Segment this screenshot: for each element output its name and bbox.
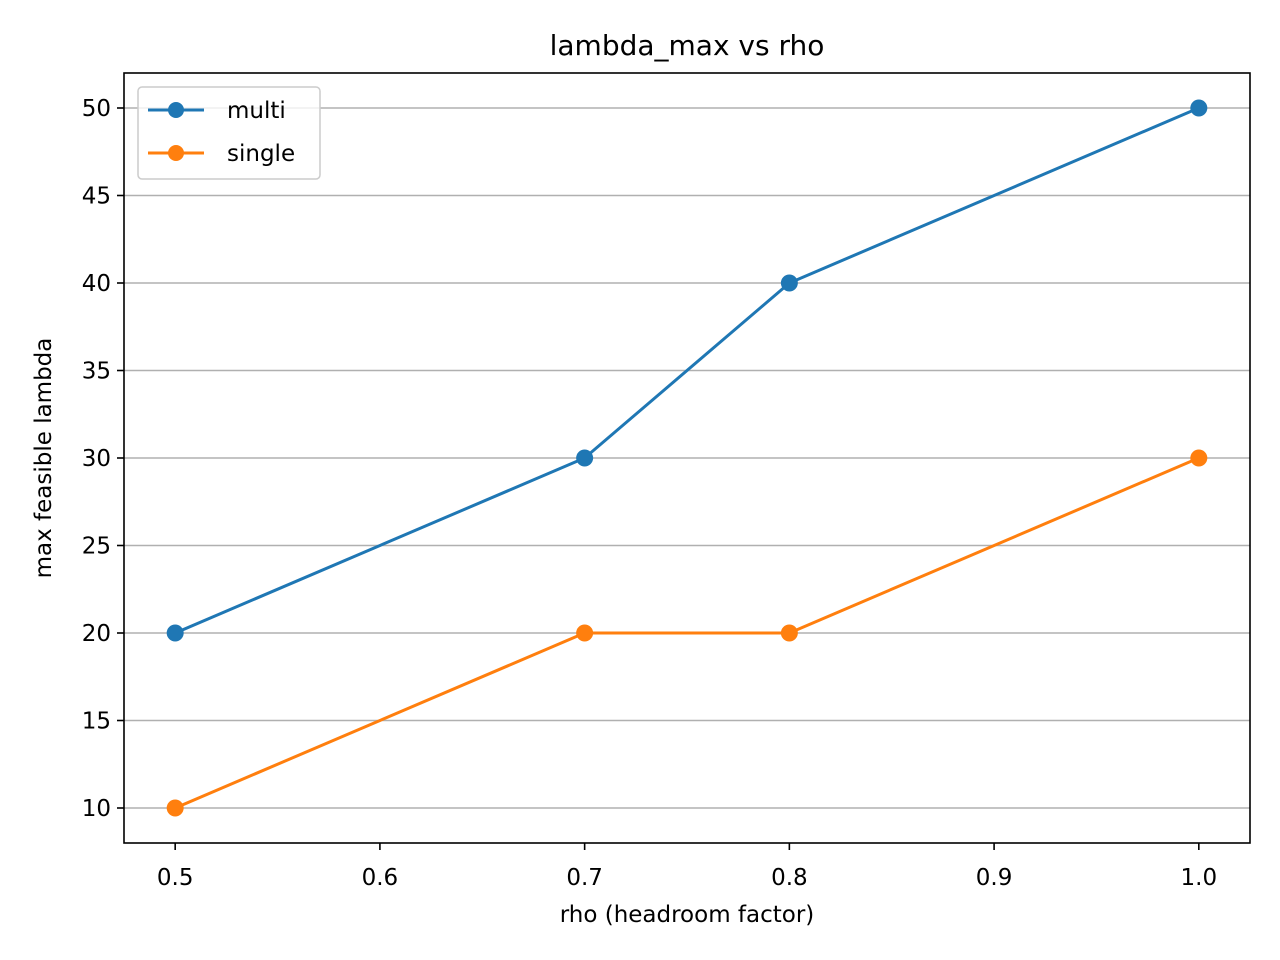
data-point-single [1190,449,1208,467]
data-point-single [576,624,594,642]
legend-label-single: single [227,141,295,167]
series-line-single [173,456,1201,810]
y-tick-label: 40 [82,271,111,297]
x-tick-label: 0.9 [976,865,1013,891]
data-point-multi [780,274,798,292]
y-tick-label: 20 [82,621,111,647]
y-tick-label: 35 [82,359,111,385]
series-line-multi [173,106,1201,635]
x-tick-label: 1.0 [1181,865,1218,891]
x-axis-label: rho (headroom factor) [560,902,815,928]
data-series [166,99,1208,817]
x-tick-label: 0.6 [362,865,399,891]
y-axis-label: max feasible lambda [31,338,57,579]
data-point-multi [576,449,594,467]
y-tick-label: 10 [82,796,111,822]
chart-title: lambda_max vs rho [550,29,825,62]
data-point-multi [1190,99,1208,117]
legend-marker-multi [168,102,184,118]
data-point-single [166,799,184,817]
x-tick-label: 0.8 [771,865,808,891]
y-tick-label: 25 [82,534,111,560]
data-point-multi [166,624,184,642]
x-tick-label: 0.5 [157,865,194,891]
data-point-single [780,624,798,642]
y-tick-label: 30 [82,446,111,472]
y-tick-label: 50 [82,96,111,122]
legend-label-multi: multi [227,98,286,124]
y-tick-label: 15 [82,709,111,735]
legend-marker-single [168,145,184,161]
legend: multi single [137,86,321,180]
x-tick-label: 0.7 [566,865,603,891]
axis-ticks: 10 15 20 25 30 35 40 45 50 0.5 0.6 0.7 0.8 0.9 1.0 [82,96,1217,891]
y-tick-label: 45 [82,184,111,210]
